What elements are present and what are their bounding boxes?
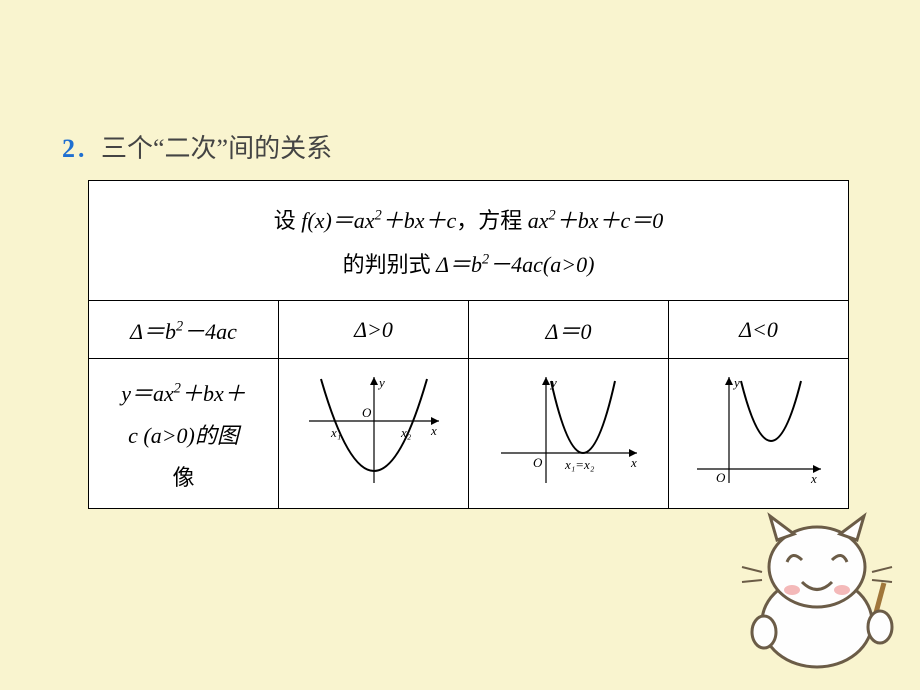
cartoon-cat-icon <box>732 512 902 682</box>
t: Δ＝b <box>130 319 176 344</box>
math: Δ＝b2－4ac <box>130 319 237 344</box>
graph-two-roots-cell: y O x x₁ x₂ <box>279 359 469 509</box>
hdr-txt: 的判别式 <box>343 252 437 277</box>
t: y＝ax <box>121 381 174 406</box>
delta-positive-cell: Δ>0 <box>279 301 469 359</box>
x-label: x <box>630 455 637 470</box>
delta-zero-cell: Δ＝0 <box>469 301 669 359</box>
origin-label: O <box>362 405 372 420</box>
header-line-1: 设 f(x)＝ax2＋bx＋c，方程 ax2＋bx＋c＝0 <box>93 203 844 235</box>
t: －4ac(a>0) <box>489 252 594 277</box>
t: f(x)＝ax <box>301 208 374 233</box>
hdr-txt: 设 <box>274 208 302 233</box>
hdr-math: ax2＋bx＋c＝0 <box>528 208 663 233</box>
sup: 2 <box>549 207 556 223</box>
origin-label: O <box>716 470 726 485</box>
y-label: y <box>377 375 385 390</box>
t: ＋bx＋ <box>181 381 246 406</box>
gl-line2: c (a>0)的图 <box>93 418 274 450</box>
t: －4ac <box>183 319 237 344</box>
parabola-one-root-plot: y O x x₁=x₂ <box>491 371 646 491</box>
t: ax <box>528 208 549 233</box>
t: c (a>0)的图 <box>128 423 239 448</box>
gl-line1: y＝ax2＋bx＋ <box>93 376 274 408</box>
t: ＋bx＋c <box>382 208 457 233</box>
heading-number: 2 <box>62 134 75 163</box>
graph-one-root-cell: y O x x₁=x₂ <box>469 359 669 509</box>
quadratic-relations-table: 设 f(x)＝ax2＋bx＋c，方程 ax2＋bx＋c＝0 的判别式 Δ＝b2－… <box>88 180 849 509</box>
x-label: x <box>810 471 817 486</box>
heading-dot: ． <box>75 134 101 163</box>
x-label: x <box>430 423 437 438</box>
sup: 2 <box>174 380 181 396</box>
x2-label: x₂ <box>400 425 412 440</box>
sup: 2 <box>375 207 382 223</box>
origin-label: O <box>533 455 543 470</box>
section-heading: 2．三个“二次”间的关系 <box>62 128 332 165</box>
x1-label: x₁ <box>330 425 341 440</box>
t: Δ＝b <box>436 252 482 277</box>
table-header-cell: 设 f(x)＝ax2＋bx＋c，方程 ax2＋bx＋c＝0 的判别式 Δ＝b2－… <box>89 181 849 301</box>
hdr-math: f(x)＝ax2＋bx＋c <box>301 208 456 233</box>
y-label: y <box>732 375 740 390</box>
heading-text: 三个“二次”间的关系 <box>101 134 332 163</box>
graph-no-root-cell: y O x <box>669 359 849 509</box>
discriminant-formula-cell: Δ＝b2－4ac <box>89 301 279 359</box>
header-line-2: 的判别式 Δ＝b2－4ac(a>0) <box>93 247 844 279</box>
y-label: y <box>549 375 557 390</box>
delta-negative-cell: Δ<0 <box>669 301 849 359</box>
t: ＋bx＋c＝0 <box>556 208 664 233</box>
x1eqx2-label: x₁=x₂ <box>564 457 595 472</box>
plot-bg <box>491 371 646 491</box>
math: y＝ax2＋bx＋ <box>121 381 245 406</box>
graph-label-cell: y＝ax2＋bx＋ c (a>0)的图 像 <box>89 359 279 509</box>
parabola-no-root-plot: y O x <box>689 371 829 491</box>
hdr-math: Δ＝b2－4ac(a>0) <box>436 252 594 277</box>
hdr-txt: ，方程 <box>456 208 528 233</box>
parabola-two-roots-plot: y O x x₁ x₂ <box>299 371 449 491</box>
gl-line3: 像 <box>93 460 274 492</box>
